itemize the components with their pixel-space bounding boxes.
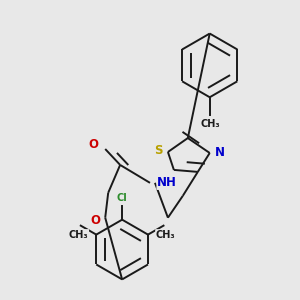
Text: CH₃: CH₃: [156, 230, 175, 240]
Text: CH₃: CH₃: [201, 119, 220, 129]
Text: CH₃: CH₃: [69, 230, 88, 240]
Text: O: O: [88, 137, 98, 151]
Text: S: S: [154, 143, 162, 157]
Text: O: O: [90, 214, 100, 227]
Text: Cl: Cl: [117, 193, 128, 203]
Text: NH: NH: [157, 176, 177, 189]
Text: N: N: [215, 146, 225, 160]
